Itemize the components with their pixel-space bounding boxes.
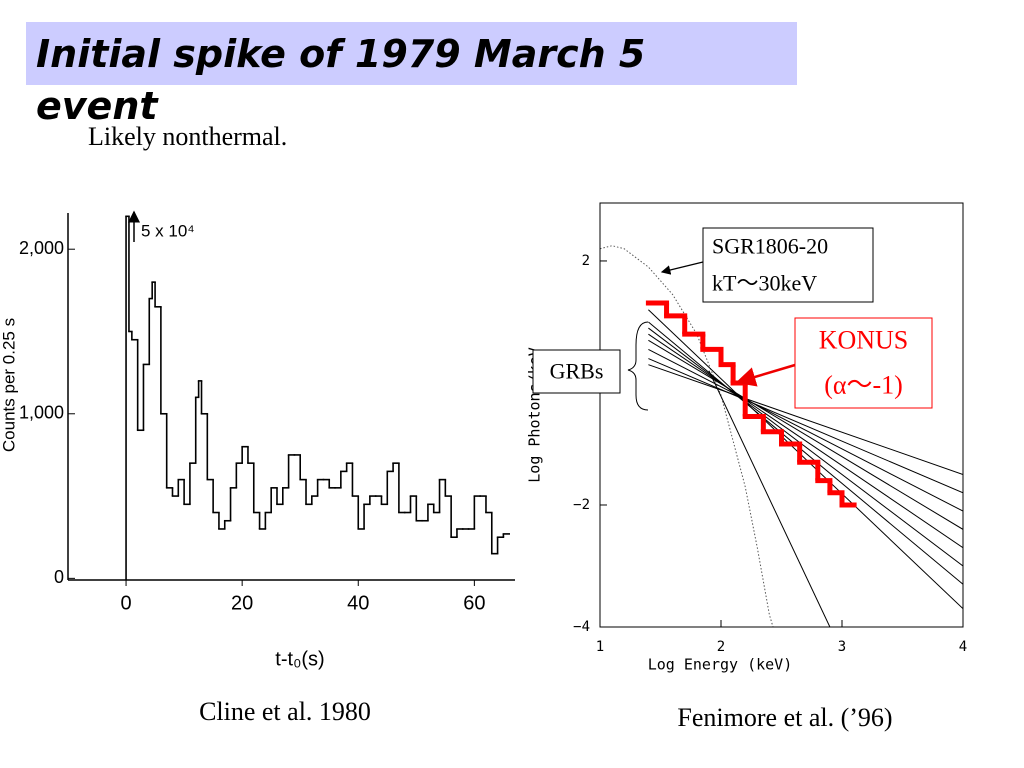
caption: Cline et al. 1980	[199, 697, 371, 726]
annotation-text: SGR1806-20	[712, 234, 828, 259]
x-tick-label: 4	[959, 639, 967, 655]
y-tick-label: 2	[582, 253, 590, 269]
annotation-text: GRBs	[550, 359, 604, 384]
annotation-text: KONUS	[819, 325, 909, 354]
annotation-text: kT～30keV	[712, 271, 817, 296]
x-tick-label: 20	[231, 592, 253, 614]
y-tick-label: −2	[573, 497, 590, 513]
y-tick-label: 0	[54, 567, 64, 587]
plot	[125, 215, 510, 580]
annotation-arrow	[735, 363, 796, 387]
series-line	[600, 245, 774, 627]
series-line	[648, 321, 963, 585]
slide-title: Initial spike of 1979 March 5 event	[36, 32, 646, 128]
y-tick-label: 2,000	[19, 238, 64, 258]
x-tick-label: 0	[120, 592, 131, 614]
series-line	[648, 358, 963, 494]
series-line	[648, 327, 963, 567]
annotation-box	[702, 227, 874, 303]
y-tick-label: 1,000	[19, 403, 64, 423]
subtitle: Likely nonthermal.	[88, 122, 288, 151]
caption: Fenimore et al. (’96)	[677, 703, 892, 732]
annotation-box	[794, 317, 933, 409]
series-line	[648, 333, 963, 549]
x-axis-label: t-t₀(s)	[275, 648, 324, 670]
x-tick-label: 3	[838, 639, 846, 655]
series-line	[648, 309, 963, 610]
series-line	[648, 339, 963, 530]
x-tick-label: 40	[347, 592, 369, 614]
y-tick-label: −4	[573, 619, 590, 635]
series-line	[648, 364, 963, 475]
annotation-arrow	[660, 261, 704, 275]
plot-frame	[599, 202, 964, 628]
series-line	[648, 348, 963, 512]
x-tick-label: 60	[463, 592, 485, 614]
series-line	[708, 370, 831, 627]
brace	[627, 321, 649, 411]
y-axis-label: Counts per 0.25 s	[0, 318, 18, 452]
x-tick-label: 2	[717, 639, 725, 655]
plot	[600, 245, 963, 627]
x-tick-label: 1	[596, 639, 604, 655]
annotation: 5 x 10⁴	[141, 221, 195, 240]
x-axis-label: Log Energy (keV)	[648, 656, 793, 674]
annotation-box	[532, 349, 621, 394]
annotation-text: (α～-1)	[824, 370, 903, 399]
title-bar	[26, 22, 797, 85]
